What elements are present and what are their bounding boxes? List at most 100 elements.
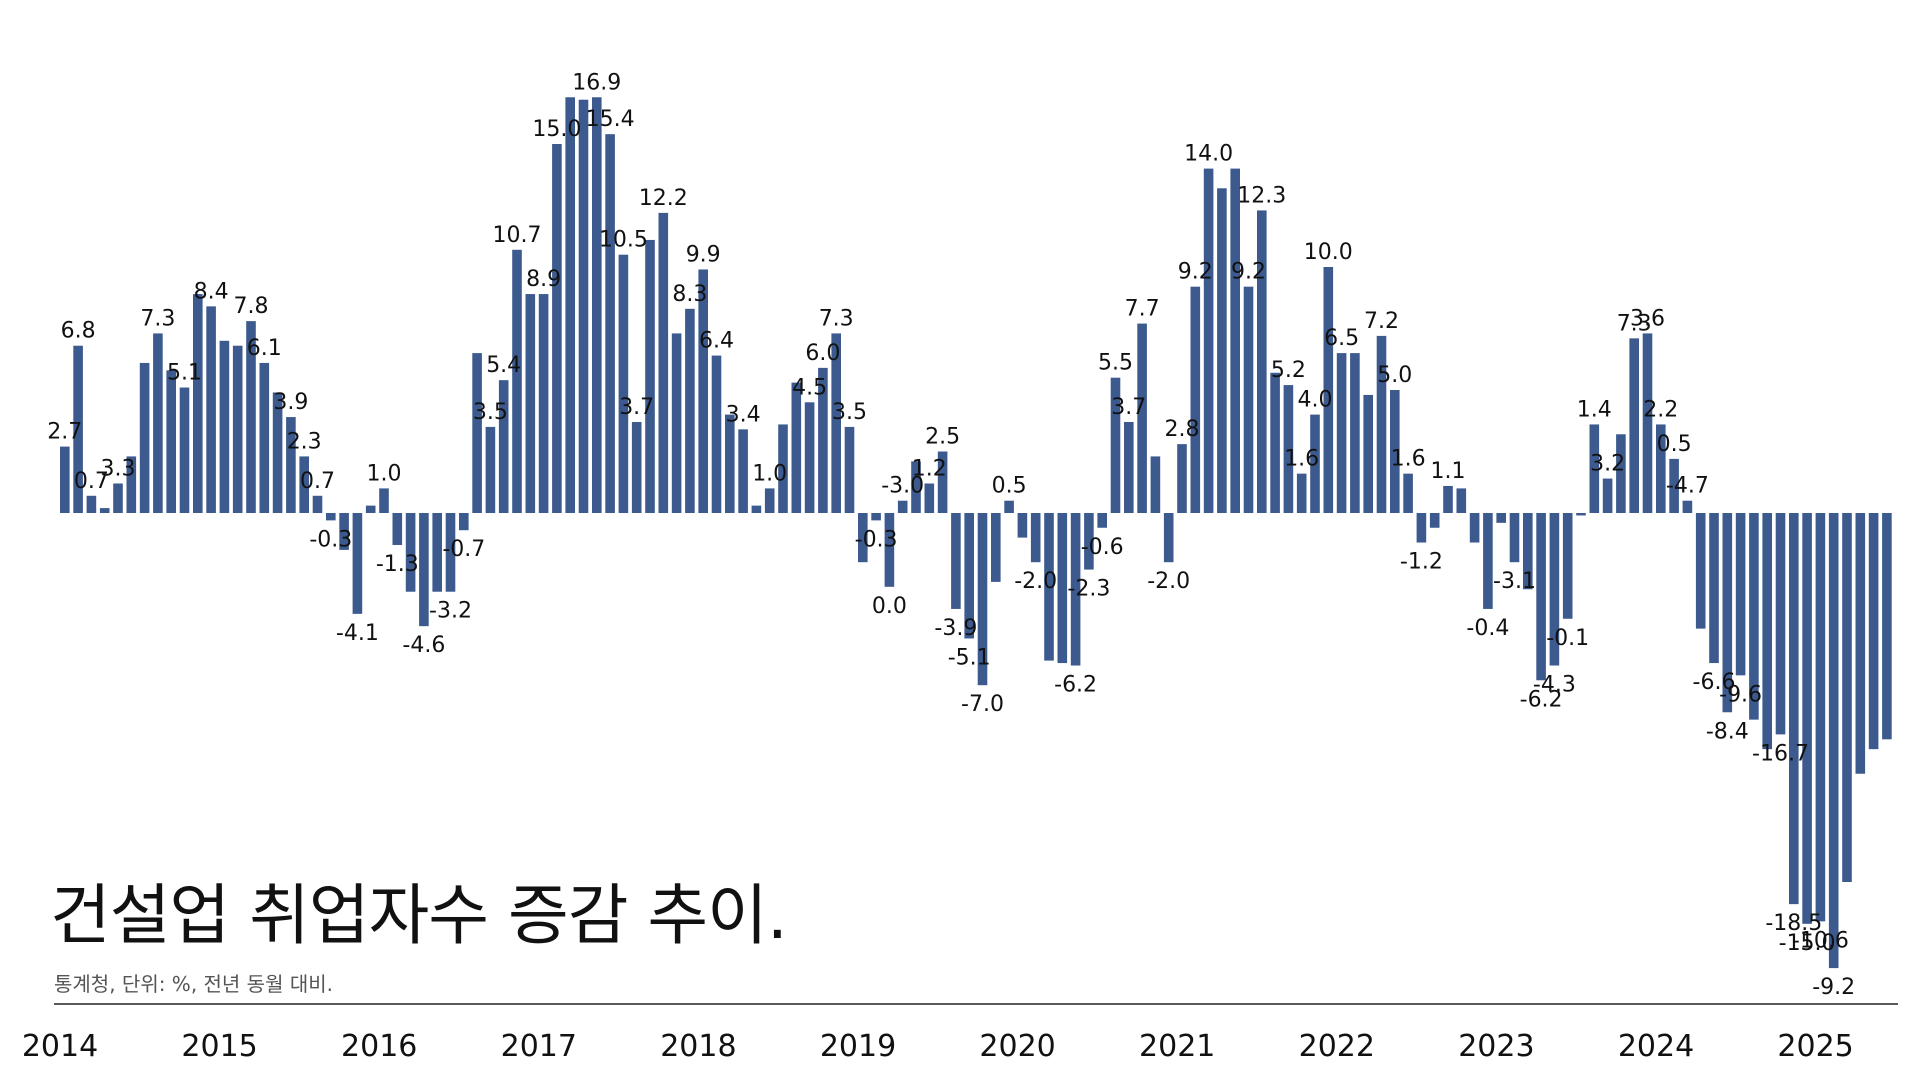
bar xyxy=(1084,513,1094,570)
value-label: 1.1 xyxy=(1431,459,1466,484)
bar xyxy=(206,306,216,513)
bar xyxy=(419,513,429,627)
year-tick-label: 2017 xyxy=(501,1029,577,1064)
bar xyxy=(871,513,881,521)
bar xyxy=(671,333,682,513)
bar xyxy=(472,353,482,513)
bar xyxy=(1815,513,1826,922)
bar xyxy=(1629,338,1639,513)
bar xyxy=(605,134,615,513)
value-label: 6.1 xyxy=(247,336,282,361)
bar xyxy=(924,483,935,513)
bar xyxy=(1296,473,1307,513)
value-label: 3.7 xyxy=(619,395,654,420)
value-label: 14.0 xyxy=(1184,142,1233,167)
value-label: -15.0 xyxy=(1779,931,1836,956)
bar xyxy=(565,97,575,513)
bar xyxy=(1097,513,1107,528)
value-label: 12.3 xyxy=(1237,183,1286,208)
value-label: 6.5 xyxy=(1324,326,1359,351)
bar xyxy=(631,421,642,513)
value-label: -4.7 xyxy=(1666,474,1709,499)
bar xyxy=(126,456,137,513)
bar xyxy=(1735,513,1746,676)
bar xyxy=(459,513,469,531)
bar xyxy=(1270,372,1280,513)
value-label: 3.9 xyxy=(273,390,308,415)
bar xyxy=(1775,513,1786,735)
bar xyxy=(1602,478,1613,513)
chart-title: 건설업 취업자수 증감 추이. xyxy=(50,877,788,954)
bar xyxy=(791,382,802,513)
bar xyxy=(685,308,695,513)
bar xyxy=(1110,377,1121,513)
value-label: 12.2 xyxy=(639,186,688,211)
bar xyxy=(1802,513,1812,924)
value-label: 1.6 xyxy=(1391,447,1426,472)
bar xyxy=(1163,513,1174,563)
value-label: 6.0 xyxy=(805,341,840,366)
value-label: 0.5 xyxy=(1657,432,1692,457)
value-label: 1.0 xyxy=(752,461,787,486)
value-label: 10.0 xyxy=(1304,240,1353,265)
bar xyxy=(312,495,323,513)
bar xyxy=(73,345,83,513)
value-label: -0.3 xyxy=(855,527,898,552)
bar xyxy=(1190,286,1201,513)
bar xyxy=(485,426,496,513)
value-label: 9.2 xyxy=(1231,260,1266,285)
bar xyxy=(1722,513,1733,713)
value-label: -3.2 xyxy=(429,599,472,624)
bars-group xyxy=(60,97,1892,969)
bar xyxy=(246,321,256,513)
bar xyxy=(1283,385,1294,513)
year-tick-label: 2021 xyxy=(1139,1029,1215,1064)
bar xyxy=(1124,421,1134,513)
bar xyxy=(977,513,988,686)
bar xyxy=(1030,513,1041,563)
bar xyxy=(884,513,895,587)
bar xyxy=(645,239,655,513)
bar xyxy=(1562,513,1573,619)
bar xyxy=(1429,513,1440,528)
value-label: -0.7 xyxy=(442,537,485,562)
bar xyxy=(1709,513,1719,664)
bar xyxy=(1669,458,1679,513)
value-label: 3.3 xyxy=(101,456,136,481)
bar xyxy=(286,417,296,513)
value-label: -1.2 xyxy=(1400,550,1443,575)
value-label: -3.1 xyxy=(1493,569,1536,594)
year-tick-label: 2019 xyxy=(820,1029,896,1064)
bar xyxy=(937,451,948,513)
value-label: 0.7 xyxy=(300,469,335,494)
bar xyxy=(339,513,349,550)
year-tick-label: 2014 xyxy=(22,1029,98,1064)
bar xyxy=(60,446,70,513)
bar xyxy=(219,340,230,513)
value-label: 10.5 xyxy=(599,228,648,253)
bar xyxy=(99,508,110,513)
bar xyxy=(897,500,908,513)
value-label: -10.6 xyxy=(1792,928,1849,953)
bar xyxy=(498,380,509,513)
bar xyxy=(326,513,336,521)
value-label: -3.9 xyxy=(934,616,977,641)
value-label: 4.0 xyxy=(1298,388,1333,413)
value-label: 3.5 xyxy=(473,400,508,425)
value-label: 7.3 xyxy=(819,306,854,331)
value-label: 3.2 xyxy=(1590,452,1625,477)
bar xyxy=(592,97,602,513)
bar xyxy=(991,513,1001,582)
bar xyxy=(711,355,722,513)
value-label: 5.1 xyxy=(167,361,202,386)
bar xyxy=(1376,335,1387,513)
year-tick-label: 2015 xyxy=(181,1029,257,1064)
year-labels-group: 2014 2015 2016 2017 2018 2019 2020 2021 2022 2023… xyxy=(22,1029,1854,1064)
bar xyxy=(1177,444,1187,513)
value-label: 7.2 xyxy=(1364,309,1399,334)
bar xyxy=(1536,513,1546,681)
bar xyxy=(379,488,389,513)
value-label: 2.8 xyxy=(1165,417,1200,442)
value-label: -0.4 xyxy=(1466,616,1509,641)
value-label: -0.3 xyxy=(309,527,352,552)
